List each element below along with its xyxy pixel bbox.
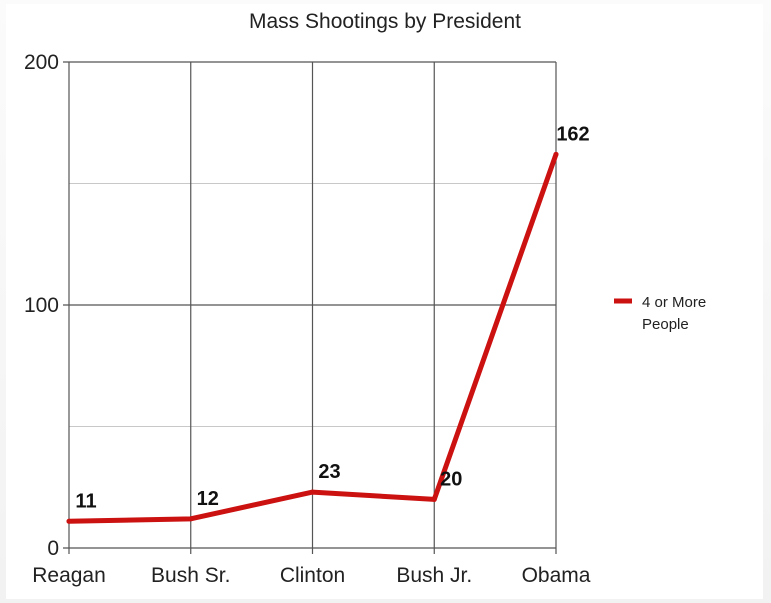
data-point: [553, 151, 559, 157]
chart-canvas: Mass Shootings by President 0 100 200 Reaga…: [6, 4, 763, 599]
y-tick-label: 0: [47, 537, 59, 560]
series-lines: [66, 151, 559, 524]
legend-label-line-1: 4 or More: [642, 294, 706, 311]
data-labels: 11 12 23 20 162: [75, 123, 589, 512]
data-label: 23: [318, 461, 340, 483]
line-chart: Mass Shootings by President 0 100 200 Reaga…: [24, 10, 706, 587]
y-tick-label: 100: [24, 294, 59, 317]
data-label: 20: [440, 468, 462, 490]
grid: [63, 61, 557, 554]
data-point: [310, 489, 315, 495]
y-tick-label: 200: [24, 51, 59, 74]
x-tick-label: Bush Jr.: [396, 564, 472, 587]
chart-title: Mass Shootings by President: [249, 10, 521, 33]
legend: 4 or More People: [614, 294, 706, 333]
data-label: 162: [556, 123, 589, 145]
data-point: [188, 516, 194, 522]
data-label: 12: [197, 488, 219, 510]
data-point: [431, 496, 437, 502]
x-tick-label: Reagan: [32, 564, 106, 587]
data-point: [66, 518, 72, 524]
x-tick-label: Bush Sr.: [151, 564, 230, 587]
legend-label-line-2: People: [642, 316, 689, 333]
x-tick-label: Clinton: [280, 564, 345, 587]
data-label: 11: [75, 490, 96, 512]
x-tick-label: Obama: [522, 564, 591, 587]
axes: 0 100 200 Reagan Bush Sr. Clinton Bush Jr. Obam…: [24, 51, 591, 587]
